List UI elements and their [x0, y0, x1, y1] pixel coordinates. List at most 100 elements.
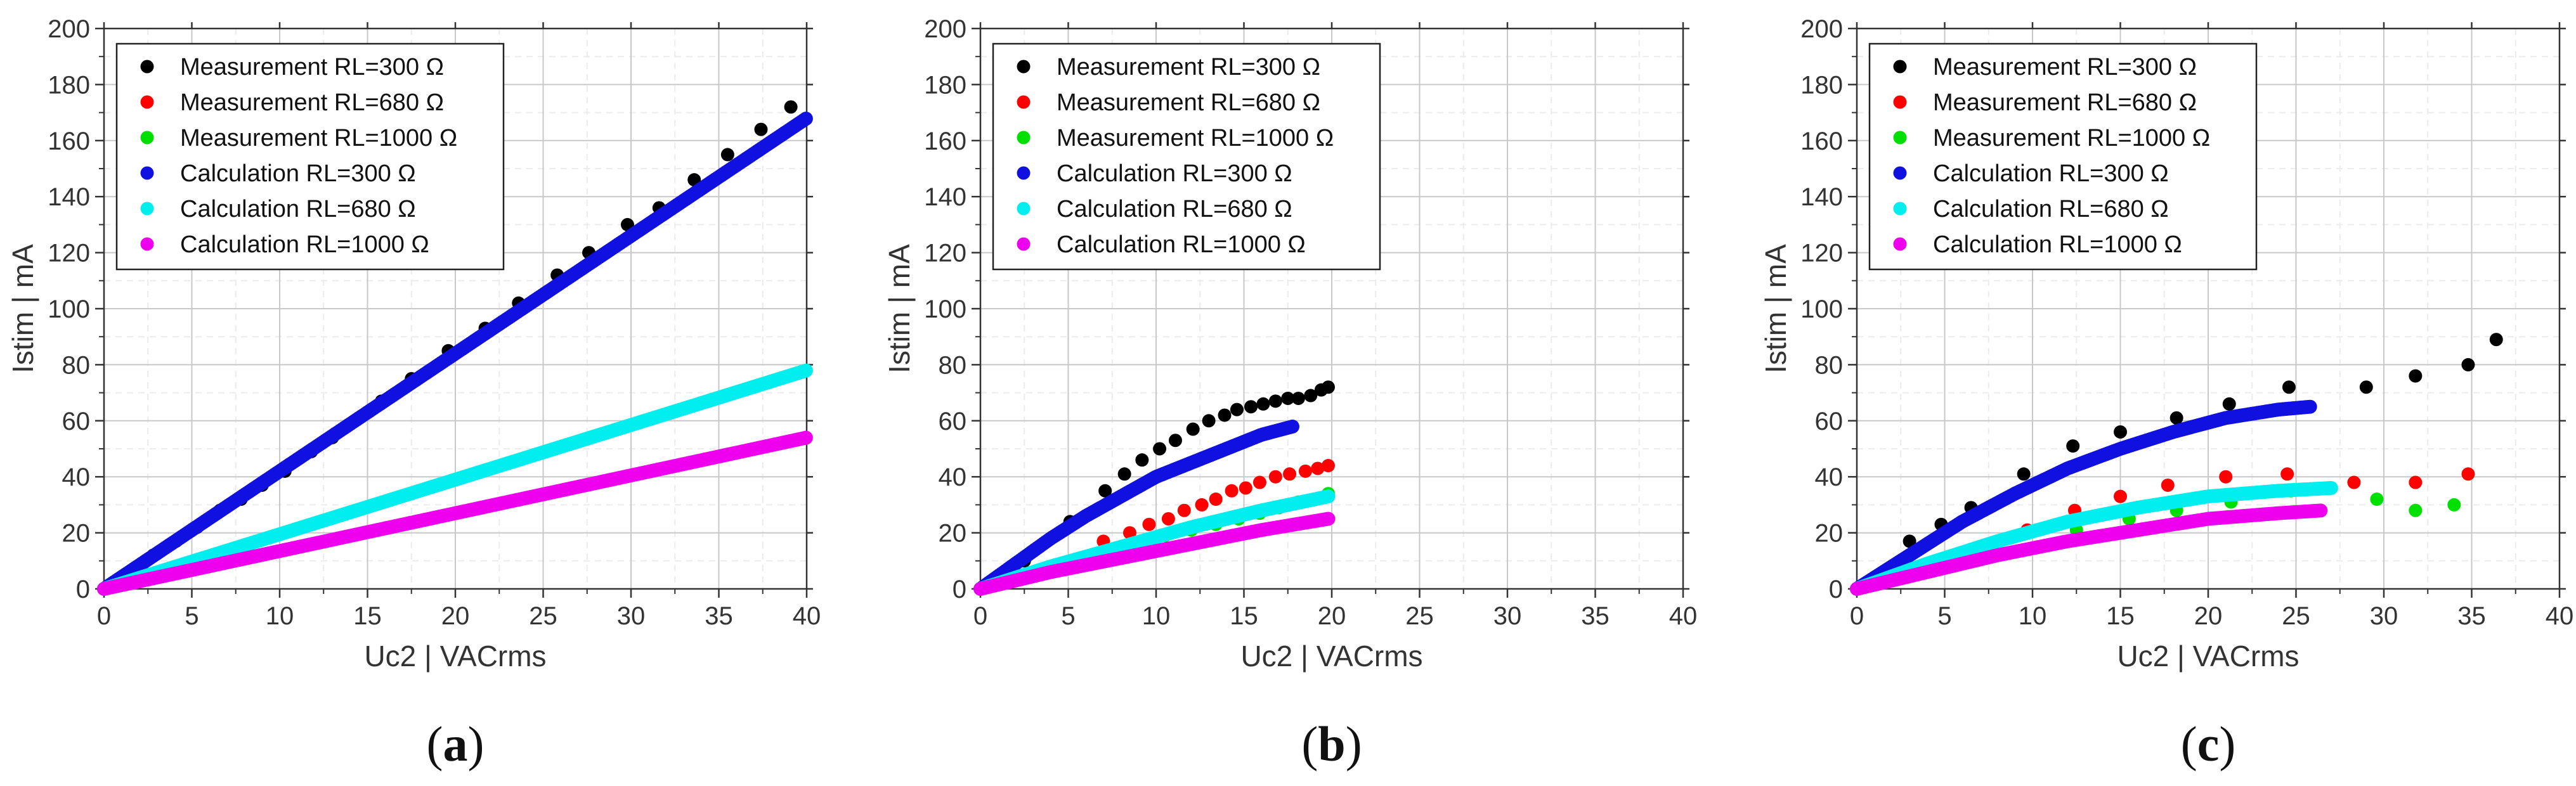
legend-marker — [1017, 95, 1031, 109]
calc-point — [1321, 512, 1336, 526]
calc-point — [798, 363, 813, 378]
legend-marker — [1017, 202, 1031, 216]
y-tick-label: 160 — [48, 127, 90, 155]
y-axis-title: Istim | mA — [883, 244, 916, 373]
calc-point — [2303, 399, 2317, 414]
panel-label-close: ) — [468, 716, 485, 771]
tick-marks — [972, 22, 1689, 598]
x-tick-label: 40 — [1669, 602, 1698, 630]
series-3 — [97, 112, 813, 596]
series-4 — [1850, 480, 2338, 596]
y-tick-label: 200 — [48, 15, 90, 43]
measurement-point — [2066, 439, 2080, 453]
measurement-point — [2359, 380, 2373, 394]
measurement-point — [1298, 464, 1312, 478]
legend-marker — [1017, 237, 1031, 251]
x-tick-label: 25 — [529, 602, 557, 630]
legend: Measurement RL=300 Ω Measurement RL=680 Ω… — [1868, 42, 2258, 271]
y-tick-label: 40 — [939, 463, 967, 491]
y-tick-label: 100 — [924, 295, 966, 323]
y-tick-label: 180 — [924, 71, 966, 99]
x-tick-label: 15 — [1230, 602, 1258, 630]
legend-marker — [140, 202, 154, 216]
legend-marker — [1893, 202, 1907, 216]
x-tick-label: 30 — [617, 602, 646, 630]
legend-label: Measurement RL=300 Ω — [1057, 54, 1320, 81]
x-tick-label: 0 — [97, 602, 111, 630]
measurement-point — [2489, 333, 2503, 347]
legend-marker — [140, 237, 154, 251]
measurement-point — [784, 100, 798, 114]
measurement-point — [2017, 467, 2031, 481]
measurement-point — [1122, 526, 1136, 540]
series-0 — [1017, 380, 1335, 568]
measurement-point — [1135, 453, 1149, 467]
series-3 — [1850, 399, 2317, 596]
panel-label: (a) — [427, 716, 485, 771]
tick-labels: 0 5 10 15 20 25 30 35 40 0 20 40 60 80 100 120 140 160 180… — [1800, 15, 2573, 630]
legend-label: Measurement RL=680 Ω — [180, 89, 444, 116]
x-axis-title: Uc2 | VACrms — [1240, 640, 1422, 673]
panel-label-open: ( — [1301, 716, 1318, 771]
measurement-point — [1195, 498, 1209, 512]
measurement-point — [1283, 467, 1297, 481]
chart-panel-b: 0 5 10 15 20 25 30 35 40 0 20 40 60 80 100 120 140 160 180… — [883, 15, 1697, 771]
series-5 — [97, 430, 813, 596]
calc-point — [798, 430, 813, 445]
y-tick-label: 120 — [924, 240, 966, 267]
measurement-point — [2114, 425, 2127, 439]
legend-marker — [1017, 166, 1031, 180]
measurement-point — [1209, 493, 1223, 506]
legend-marker — [1017, 60, 1031, 74]
y-tick-label: 100 — [48, 295, 90, 323]
legend-label: Measurement RL=300 Ω — [1933, 54, 2197, 81]
legend-label: Measurement RL=680 Ω — [1057, 89, 1320, 116]
y-tick-label: 180 — [48, 71, 90, 99]
legend-label: Measurement RL=1000 Ω — [1057, 125, 1334, 151]
legend-marker — [140, 60, 154, 74]
y-tick-label: 80 — [1815, 351, 1844, 379]
series-5 — [1850, 503, 2328, 596]
panel-label-open: ( — [427, 716, 443, 771]
legend-label: Measurement RL=1000 Ω — [180, 125, 457, 151]
legend-marker — [1893, 237, 1907, 251]
calc-point — [2313, 503, 2328, 518]
y-tick-label: 20 — [62, 520, 91, 548]
legend-marker — [1893, 166, 1907, 180]
x-tick-label: 0 — [1850, 602, 1864, 630]
series-0 — [1903, 333, 2503, 548]
y-tick-label: 0 — [1829, 576, 1843, 603]
y-tick-label: 80 — [939, 351, 967, 379]
measurement-point — [1321, 459, 1335, 473]
x-tick-label: 0 — [973, 602, 987, 630]
measurement-point — [1186, 422, 1200, 436]
legend-label: Calculation RL=300 Ω — [1933, 160, 2169, 187]
y-tick-label: 140 — [48, 183, 90, 211]
panel-label-letter: a — [443, 716, 468, 771]
tick-labels: 0 5 10 15 20 25 30 35 40 0 20 40 60 80 100 120 140 160 180… — [48, 15, 821, 630]
y-tick-label: 180 — [1800, 71, 1843, 99]
measurement-point — [1244, 400, 1258, 414]
x-tick-label: 10 — [266, 602, 294, 630]
legend-label: Calculation RL=1000 Ω — [180, 231, 429, 258]
measurement-point — [1168, 434, 1182, 448]
x-tick-label: 25 — [2282, 602, 2310, 630]
y-tick-label: 40 — [1815, 463, 1844, 491]
legend-label: Calculation RL=300 Ω — [1057, 160, 1292, 187]
measurement-point — [754, 122, 768, 136]
measurement-point — [2461, 358, 2475, 371]
x-tick-label: 20 — [1318, 602, 1346, 630]
measurement-point — [2222, 397, 2236, 411]
x-axis-title: Uc2 | VACrms — [364, 640, 546, 673]
measurement-point — [1177, 503, 1191, 517]
x-tick-label: 40 — [793, 602, 821, 630]
measurement-point — [1252, 475, 1266, 489]
legend-label: Calculation RL=680 Ω — [1057, 196, 1292, 222]
y-tick-label: 200 — [924, 15, 966, 43]
legend-box — [115, 42, 505, 271]
measurement-point — [2347, 475, 2361, 489]
legend-box — [992, 42, 1381, 271]
x-tick-label: 5 — [1937, 602, 1951, 630]
y-axis-title: Istim | mA — [1759, 244, 1792, 373]
measurement-point — [1142, 517, 1156, 531]
